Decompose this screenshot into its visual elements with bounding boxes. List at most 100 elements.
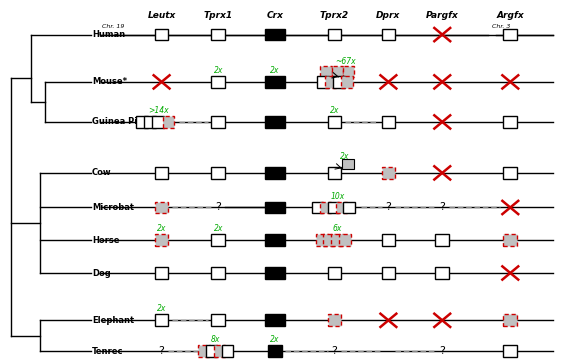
- Bar: [341, 76, 353, 88]
- Bar: [211, 29, 225, 40]
- Bar: [211, 314, 225, 326]
- Text: 2x: 2x: [157, 224, 166, 233]
- Bar: [318, 76, 329, 88]
- Bar: [211, 267, 225, 279]
- Bar: [265, 314, 285, 326]
- Bar: [265, 202, 285, 213]
- Bar: [155, 167, 168, 179]
- Bar: [155, 314, 168, 326]
- Text: Dog: Dog: [92, 269, 111, 277]
- Text: ~67x: ~67x: [336, 57, 356, 66]
- Text: Crx: Crx: [266, 11, 284, 20]
- Bar: [323, 234, 335, 246]
- Text: ?: ?: [215, 202, 221, 213]
- Bar: [211, 76, 225, 88]
- Text: Chr. 19: Chr. 19: [102, 24, 124, 29]
- Text: Human: Human: [92, 30, 125, 39]
- Bar: [342, 159, 354, 169]
- Text: 2x: 2x: [270, 335, 280, 344]
- Bar: [503, 345, 517, 357]
- Text: Tprx1: Tprx1: [204, 11, 233, 20]
- Bar: [211, 234, 225, 246]
- Bar: [265, 116, 285, 128]
- Bar: [328, 314, 341, 326]
- Bar: [153, 116, 164, 128]
- Bar: [312, 202, 323, 213]
- Bar: [503, 314, 517, 326]
- Bar: [136, 116, 147, 128]
- Text: Chr. 3: Chr. 3: [492, 24, 510, 29]
- Text: Mouse*: Mouse*: [92, 78, 127, 86]
- Bar: [211, 116, 225, 128]
- Bar: [382, 267, 395, 279]
- Bar: [328, 267, 341, 279]
- Bar: [382, 234, 395, 246]
- Text: 2x: 2x: [214, 224, 223, 233]
- Text: 8x: 8x: [211, 335, 220, 344]
- Text: >14x: >14x: [149, 106, 169, 115]
- Bar: [503, 116, 517, 128]
- Text: Cow: Cow: [92, 169, 112, 177]
- Bar: [328, 167, 341, 179]
- Bar: [265, 76, 285, 88]
- Bar: [316, 234, 328, 246]
- Text: ?: ?: [332, 346, 337, 356]
- Bar: [435, 267, 449, 279]
- Text: ?: ?: [439, 202, 445, 213]
- Bar: [214, 345, 225, 357]
- Bar: [332, 67, 343, 77]
- Bar: [265, 29, 285, 40]
- Bar: [503, 167, 517, 179]
- Text: Horse: Horse: [92, 236, 120, 245]
- Bar: [155, 267, 168, 279]
- Text: Elephant: Elephant: [92, 316, 134, 325]
- Bar: [328, 116, 341, 128]
- Text: Microbat: Microbat: [92, 203, 134, 212]
- Bar: [503, 29, 517, 40]
- Text: 2x: 2x: [340, 151, 349, 161]
- Text: 2x: 2x: [270, 66, 280, 75]
- Bar: [331, 234, 342, 246]
- Bar: [382, 29, 395, 40]
- Bar: [435, 234, 449, 246]
- Text: ?: ?: [386, 202, 391, 213]
- Bar: [320, 202, 331, 213]
- Text: ?: ?: [439, 346, 445, 356]
- Bar: [343, 67, 354, 77]
- Text: Pargfx: Pargfx: [426, 11, 459, 20]
- Bar: [155, 202, 168, 213]
- Text: 2x: 2x: [330, 106, 339, 115]
- Bar: [503, 234, 517, 246]
- Bar: [328, 29, 341, 40]
- Bar: [268, 345, 282, 357]
- Text: Leutx: Leutx: [147, 11, 176, 20]
- Bar: [325, 76, 337, 88]
- Bar: [339, 234, 350, 246]
- Text: Tprx2: Tprx2: [320, 11, 349, 20]
- Bar: [265, 167, 285, 179]
- Bar: [265, 234, 285, 246]
- Bar: [222, 345, 233, 357]
- Bar: [320, 67, 332, 77]
- Bar: [336, 202, 347, 213]
- Text: 10x: 10x: [330, 191, 345, 201]
- Bar: [163, 116, 174, 128]
- Bar: [265, 267, 285, 279]
- Text: 2x: 2x: [214, 66, 223, 75]
- Text: ?: ?: [159, 346, 164, 356]
- Text: Tenrec: Tenrec: [92, 347, 124, 356]
- Bar: [333, 76, 345, 88]
- Bar: [198, 345, 210, 357]
- Bar: [211, 167, 225, 179]
- Bar: [382, 167, 395, 179]
- Bar: [344, 202, 355, 213]
- Text: Guinea Pig: Guinea Pig: [92, 118, 143, 126]
- Text: 6x: 6x: [333, 224, 342, 233]
- Text: Argfx: Argfx: [497, 11, 524, 20]
- Bar: [328, 202, 339, 213]
- Bar: [155, 234, 168, 246]
- Bar: [145, 116, 156, 128]
- Bar: [206, 345, 217, 357]
- Bar: [382, 116, 395, 128]
- Bar: [155, 29, 168, 40]
